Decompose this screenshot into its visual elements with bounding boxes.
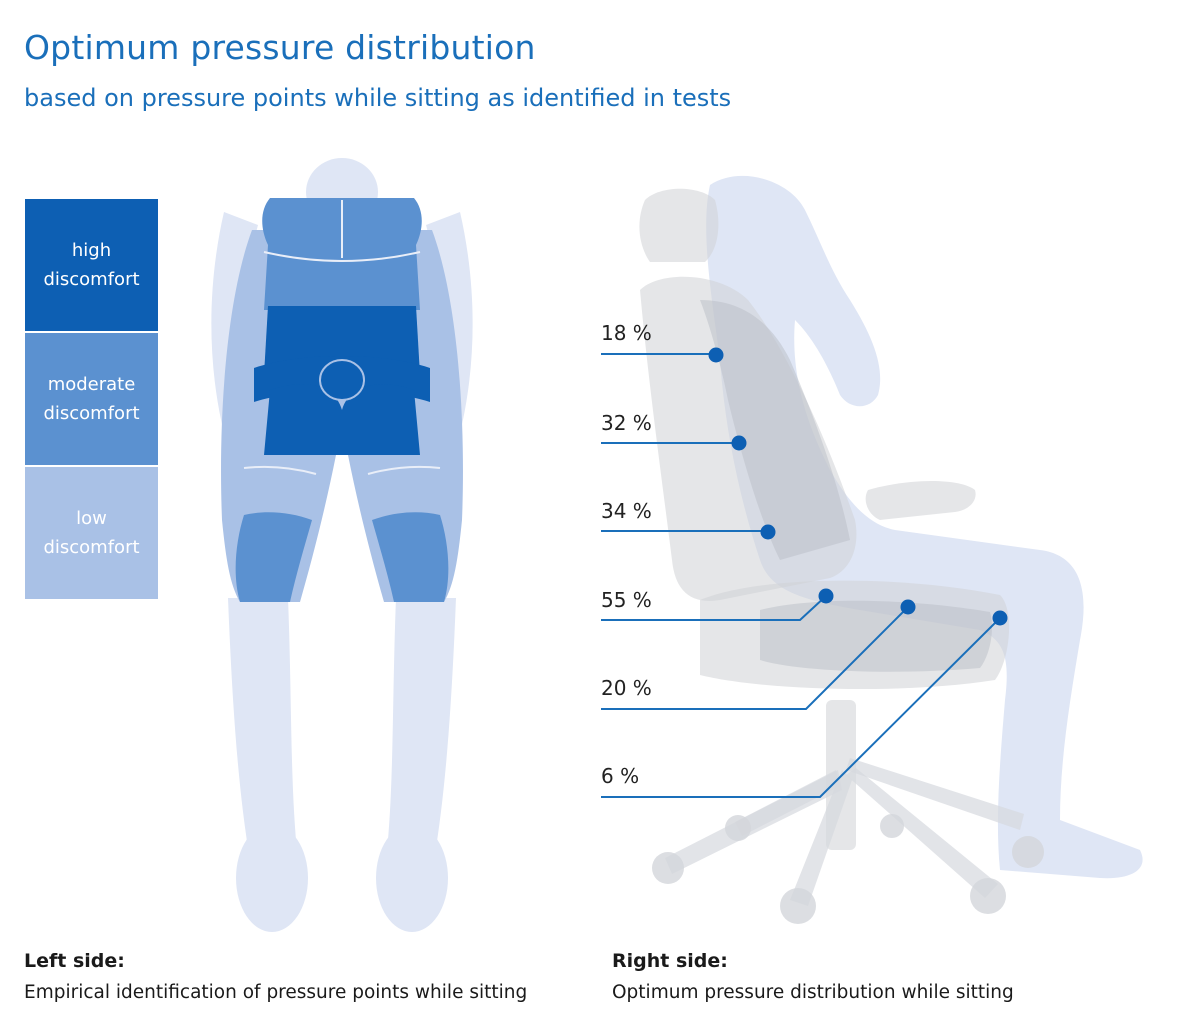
pressure-leader-line xyxy=(601,617,1001,798)
illustration: 18 % 32 % 34 % 55 % 20 % 6 % xyxy=(211,158,1143,932)
pressure-leader-line xyxy=(601,595,827,621)
right-caption: Right side: Optimum pressure distributio… xyxy=(612,950,1014,1003)
pressure-callout: 20 % xyxy=(601,599,916,710)
pressure-callout: 32 % xyxy=(601,411,747,451)
pressure-point-dot xyxy=(731,435,747,451)
left-caption-heading: Left side: xyxy=(24,950,125,972)
right-caption-heading: Right side: xyxy=(612,950,728,972)
right-caption-text: Optimum pressure distribution while sitt… xyxy=(612,982,1014,1003)
pressure-point-dot xyxy=(708,347,724,363)
page-title: Optimum pressure distribution xyxy=(24,28,536,67)
pressure-point-dot xyxy=(760,524,776,540)
legend-low-discomfort: low discomfort xyxy=(25,467,158,599)
pressure-point-dot xyxy=(992,610,1008,626)
pressure-label: 20 % xyxy=(601,676,652,700)
pressure-leader-line xyxy=(601,606,909,710)
legend-moderate-label: moderate discomfort xyxy=(43,374,140,424)
legend-high-discomfort: high discomfort xyxy=(25,199,158,331)
body-pressure-map xyxy=(211,158,473,932)
chair-casters xyxy=(652,814,1044,924)
pressure-point-dot xyxy=(900,599,916,615)
legend-moderate-discomfort: moderate discomfort xyxy=(25,333,158,465)
pressure-callout: 55 % xyxy=(601,588,834,621)
pressure-label: 55 % xyxy=(601,588,652,612)
pressure-callout: 34 % xyxy=(601,499,776,540)
pressure-label: 18 % xyxy=(601,321,652,345)
discomfort-legend: high discomfort moderate discomfort low … xyxy=(25,199,158,601)
pressure-label: 6 % xyxy=(601,764,639,788)
pressure-label: 34 % xyxy=(601,499,652,523)
pressure-callouts: 18 % 32 % 34 % 55 % 20 % 6 % xyxy=(601,321,1008,798)
left-caption: Left side: Empirical identification of p… xyxy=(24,950,527,1003)
legend-high-label: high discomfort xyxy=(43,240,140,290)
pressure-callout: 6 % xyxy=(601,610,1008,798)
pressure-callout: 18 % xyxy=(601,321,724,363)
body-zones xyxy=(221,198,463,602)
pressure-label: 32 % xyxy=(601,411,652,435)
office-chair xyxy=(639,175,1143,924)
left-caption-text: Empirical identification of pressure poi… xyxy=(24,982,528,1003)
pressure-point-dot xyxy=(818,588,834,604)
legend-low-label: low discomfort xyxy=(43,508,140,558)
page-subtitle: based on pressure points while sitting a… xyxy=(24,84,732,112)
